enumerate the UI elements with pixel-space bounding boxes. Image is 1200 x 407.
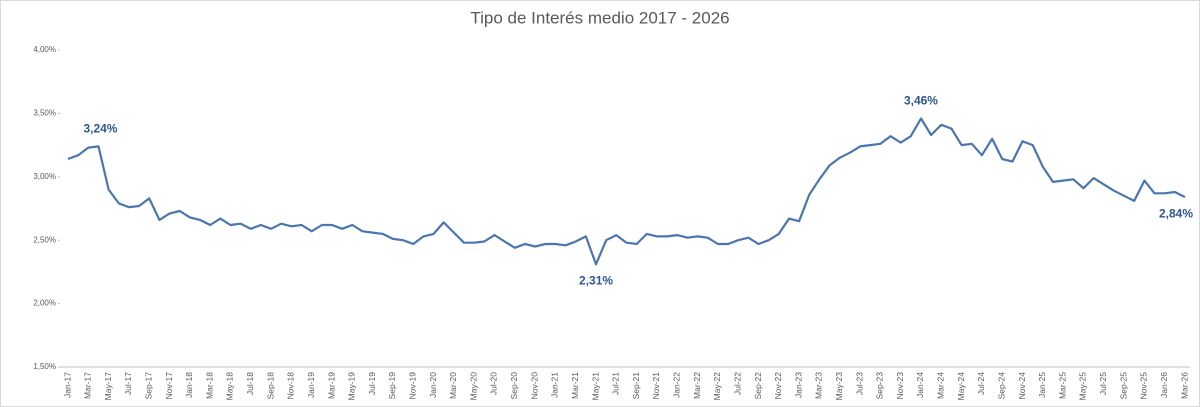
x-tick-label: Jul-20: [489, 372, 499, 395]
x-tick-label: Sep-23: [875, 372, 885, 400]
x-tick-label: Jan-26: [1159, 372, 1169, 398]
y-tick-label: 4,00%: [33, 45, 56, 54]
y-tick-label: 3,00%: [33, 172, 56, 181]
data-label: 3,24%: [83, 122, 117, 136]
x-tick-label: Mar-18: [204, 372, 214, 399]
x-tick-label: Jan-25: [1037, 372, 1047, 398]
y-tick-label: 3,50%: [33, 109, 56, 118]
x-tick-label: May-21: [590, 372, 600, 401]
x-tick-label: Mar-20: [448, 372, 458, 399]
x-tick-label: May-17: [103, 372, 113, 401]
x-tick-label: May-25: [1078, 372, 1088, 401]
data-label: 2,31%: [579, 273, 613, 287]
x-tick-label: Mar-19: [326, 372, 336, 399]
x-tick-label: Sep-24: [996, 372, 1006, 400]
x-tick-label: Sep-22: [753, 372, 763, 400]
x-tick-label: Jul-24: [976, 372, 986, 395]
x-tick-label: May-22: [712, 372, 722, 401]
x-tick-label: Jul-18: [245, 372, 255, 395]
x-tick-label: Mar-23: [814, 372, 824, 399]
x-tick-label: May-18: [225, 372, 235, 401]
x-tick-label: Sep-21: [631, 372, 641, 400]
line: [67, 117, 1186, 266]
x-tick-label: Mar-24: [936, 372, 946, 399]
x-tick-label: Jan-18: [184, 372, 194, 398]
x-tick-label: Sep-25: [1118, 372, 1128, 400]
x-tick-label: Mar-17: [83, 372, 93, 399]
x-tick-label: Nov-22: [773, 372, 783, 400]
x-tick-label: Nov-21: [651, 372, 661, 400]
x-tick-label: Jul-22: [732, 372, 742, 395]
x-tick-label: Nov-18: [286, 372, 296, 400]
data-label: 2,84%: [1159, 206, 1193, 220]
x-tick-label: Jan-17: [62, 372, 72, 398]
x-tick-label: Nov-20: [529, 372, 539, 400]
x-tick-label: May-20: [468, 372, 478, 401]
x-tick-label: Nov-17: [164, 372, 174, 400]
y-tick-label: 1,50%: [33, 362, 56, 371]
x-tick-label: May-24: [956, 372, 966, 401]
x-tick-label: Jul-17: [123, 372, 133, 395]
x-tick-label: Nov-24: [1017, 372, 1027, 400]
x-tick-label: Sep-18: [265, 372, 275, 400]
x-tick-label: Jul-21: [611, 372, 621, 395]
x-tick-label: Sep-19: [387, 372, 397, 400]
x-tick-label: Jul-23: [854, 372, 864, 395]
x-tick-label: May-19: [347, 372, 357, 401]
x-tick-label: Jan-21: [550, 372, 560, 398]
y-tick-label: 2,50%: [33, 235, 56, 244]
x-tick-label: Sep-20: [509, 372, 519, 400]
x-tick-label: Jul-19: [367, 372, 377, 395]
x-tick-label: Jan-23: [793, 372, 803, 398]
x-tick-label: Mar-26: [1179, 372, 1189, 399]
x-tick-label: Mar-25: [1057, 372, 1067, 399]
x-tick-label: May-23: [834, 372, 844, 401]
y-tick-label: 2,00%: [33, 299, 56, 308]
x-tick-label: Jan-24: [915, 372, 925, 398]
x-tick-label: Nov-19: [408, 372, 418, 400]
x-tick-label: Nov-25: [1139, 372, 1149, 400]
x-tick-label: Sep-17: [143, 372, 153, 400]
x-tick-label: Mar-22: [692, 372, 702, 399]
x-tick-label: Mar-21: [570, 372, 580, 399]
chart-title: Tipo de Interés medio 2017 - 2026: [470, 8, 729, 27]
x-tick-label: Nov-23: [895, 372, 905, 400]
x-tick-label: Jul-25: [1098, 372, 1108, 395]
data-label: 3,46%: [904, 94, 938, 108]
x-tick-label: Jan-22: [672, 372, 682, 398]
x-tick-label: Jan-20: [428, 372, 438, 398]
x-tick-label: Jan-19: [306, 372, 316, 398]
